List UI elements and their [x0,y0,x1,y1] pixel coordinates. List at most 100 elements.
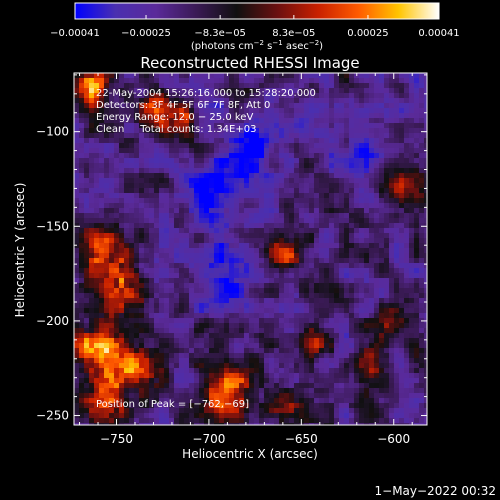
heatmap-cell [389,163,395,169]
heatmap-cell [324,118,330,124]
heatmap-cell [134,258,140,264]
heatmap-cell [354,243,360,249]
heatmap-cell [334,243,340,249]
heatmap-cell [94,228,100,234]
heatmap-cell [84,283,90,289]
heatmap-cell [214,313,220,319]
heatmap-cell [364,83,370,89]
heatmap-cell [334,198,340,204]
heatmap-cell [74,193,80,199]
heatmap-cell [354,323,360,329]
heatmap-cell [284,303,290,309]
heatmap-cell [339,73,345,79]
heatmap-cell [129,323,135,329]
heatmap-cell [219,203,225,209]
heatmap-cell [354,93,360,99]
heatmap-cell [199,213,205,219]
heatmap-cell [324,298,330,304]
heatmap-cell [379,153,385,159]
heatmap-cell [109,88,115,94]
heatmap-cell [249,163,255,169]
heatmap-cell [399,78,405,84]
heatmap-cell [164,323,170,329]
heatmap-cell [199,168,205,174]
heatmap-cell [199,253,205,259]
heatmap-cell [104,338,110,344]
heatmap-cell [399,343,405,349]
heatmap-cell [89,353,95,359]
heatmap-cell [229,203,235,209]
heatmap-cell [309,203,315,209]
heatmap-cell [214,378,220,384]
heatmap-cell [179,153,185,159]
heatmap-cell [184,243,190,249]
heatmap-cell [299,98,305,104]
heatmap-cell [399,303,405,309]
heatmap-cell [324,398,330,404]
heatmap-cell [329,238,335,244]
heatmap-cell [119,363,125,369]
heatmap-cell [304,223,310,229]
heatmap-cell [254,248,260,254]
heatmap-cell [264,278,270,284]
heatmap-cell [169,113,175,119]
heatmap-cell [369,298,375,304]
heatmap-cell [149,318,155,324]
heatmap-cell [379,293,385,299]
heatmap-cell [104,413,110,419]
heatmap-cell [349,363,355,369]
heatmap-cell [109,218,115,224]
heatmap-cell [279,143,285,149]
heatmap-cell [314,368,320,374]
heatmap-cell [324,288,330,294]
heatmap-cell [99,148,105,154]
heatmap-cell [129,193,135,199]
heatmap-cell [214,93,220,99]
heatmap-cell [284,118,290,124]
heatmap-cell [164,378,170,384]
heatmap-cell [369,243,375,249]
heatmap-cell [404,403,410,409]
heatmap-cell [259,348,265,354]
heatmap-cell [124,273,130,279]
heatmap-cell [339,143,345,149]
heatmap-cell [139,173,145,179]
heatmap-cell [149,413,155,419]
heatmap-cell [394,193,400,199]
heatmap-cell [304,263,310,269]
heatmap-cell [114,108,120,114]
heatmap-cell [179,173,185,179]
heatmap-cell [299,358,305,364]
heatmap-cell [89,163,95,169]
heatmap-cell [89,338,95,344]
heatmap-cell [284,338,290,344]
heatmap-cell [419,178,425,184]
heatmap-cell [299,208,305,214]
heatmap-cell [329,168,335,174]
heatmap-cell [284,393,290,399]
heatmap-cell [249,248,255,254]
heatmap-cell [154,213,160,219]
heatmap-cell [104,233,110,239]
heatmap-cell [124,108,130,114]
heatmap-cell [214,183,220,189]
heatmap-cell [269,113,275,119]
heatmap-cell [399,383,405,389]
heatmap-cell [294,233,300,239]
heatmap-cell [134,378,140,384]
heatmap-cell [119,303,125,309]
heatmap-cell [159,303,165,309]
heatmap-cell [199,338,205,344]
heatmap-cell [89,188,95,194]
heatmap-cell [184,363,190,369]
heatmap-cell [414,303,420,309]
heatmap-cell [204,218,210,224]
heatmap-cell [394,123,400,129]
heatmap-cell [269,258,275,264]
heatmap-cell [154,143,160,149]
heatmap-cell [299,193,305,199]
heatmap-cell [269,133,275,139]
heatmap-cell [89,218,95,224]
heatmap-cell [174,383,180,389]
heatmap-cell [224,363,230,369]
